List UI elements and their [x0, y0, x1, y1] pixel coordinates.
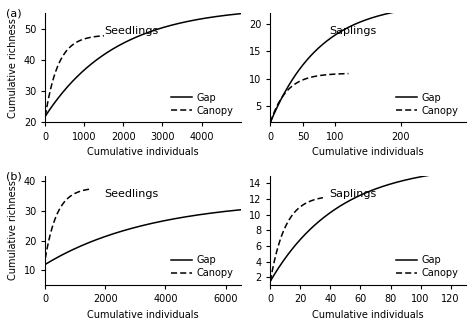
Canopy — [78, 38, 84, 42]
Gap — [55, 256, 60, 259]
Legend: Gap, Canopy: Gap, Canopy — [394, 91, 461, 118]
Gap — [167, 218, 173, 222]
Gap — [436, 172, 441, 176]
Gap — [392, 181, 398, 185]
Gap — [381, 12, 387, 16]
Gap — [43, 114, 48, 118]
Text: (a): (a) — [6, 9, 22, 19]
Canopy — [272, 108, 278, 112]
Gap — [218, 14, 223, 18]
Text: Saplings: Saplings — [329, 26, 376, 36]
Canopy — [71, 192, 77, 196]
Canopy — [327, 72, 332, 76]
Text: Saplings: Saplings — [329, 189, 376, 199]
Canopy — [80, 37, 85, 41]
Gap — [381, 184, 387, 188]
Text: Seedlings: Seedlings — [104, 26, 158, 36]
Canopy — [346, 72, 351, 75]
Canopy — [77, 190, 82, 194]
Gap — [166, 24, 172, 28]
X-axis label: Cumulative individuals: Cumulative individuals — [87, 310, 199, 320]
Gap — [191, 214, 196, 217]
Canopy — [101, 34, 107, 38]
Canopy — [43, 114, 48, 118]
Text: (b): (b) — [6, 171, 22, 181]
Gap — [436, 4, 441, 8]
Line: Canopy: Canopy — [270, 73, 348, 122]
Gap — [280, 95, 285, 99]
Gap — [197, 17, 202, 21]
Canopy — [45, 242, 51, 246]
Canopy — [76, 39, 82, 43]
Line: Canopy: Canopy — [270, 198, 323, 281]
Legend: Gap, Canopy: Gap, Canopy — [169, 254, 236, 280]
Gap — [210, 211, 216, 215]
Canopy — [307, 199, 313, 203]
Gap — [416, 6, 421, 10]
Canopy — [320, 196, 326, 200]
Canopy — [88, 187, 93, 191]
Canopy — [70, 193, 75, 197]
X-axis label: Cumulative individuals: Cumulative individuals — [87, 147, 199, 157]
Legend: Gap, Canopy: Gap, Canopy — [394, 254, 461, 280]
Canopy — [335, 72, 340, 76]
Line: Gap: Gap — [270, 4, 465, 122]
Canopy — [298, 204, 304, 208]
Canopy — [301, 202, 307, 206]
Canopy — [93, 34, 99, 38]
X-axis label: Cumulative individuals: Cumulative individuals — [312, 147, 424, 157]
Gap — [386, 182, 392, 186]
Gap — [160, 26, 166, 30]
Gap — [280, 260, 285, 264]
Canopy — [81, 188, 87, 192]
Gap — [386, 11, 392, 15]
Line: Gap: Gap — [270, 171, 465, 281]
Canopy — [315, 74, 320, 78]
Line: Canopy: Canopy — [46, 189, 91, 258]
Line: Canopy: Canopy — [46, 36, 104, 116]
Gap — [161, 219, 167, 223]
Canopy — [43, 256, 48, 260]
Canopy — [313, 74, 319, 78]
Gap — [172, 22, 178, 26]
Canopy — [300, 203, 305, 207]
Gap — [392, 10, 398, 14]
Gap — [156, 220, 162, 224]
Gap — [463, 2, 468, 6]
Line: Gap: Gap — [46, 13, 248, 116]
Gap — [416, 175, 421, 179]
Canopy — [317, 73, 323, 77]
Legend: Gap, Canopy: Gap, Canopy — [169, 91, 236, 118]
Canopy — [46, 94, 52, 98]
Canopy — [267, 120, 273, 124]
Canopy — [313, 197, 319, 201]
Text: Seedlings: Seedlings — [104, 189, 158, 199]
Gap — [55, 97, 61, 101]
Gap — [267, 279, 273, 283]
X-axis label: Cumulative individuals: Cumulative individuals — [312, 310, 424, 320]
Y-axis label: Cumulative richness: Cumulative richness — [9, 180, 18, 280]
Gap — [43, 262, 48, 266]
Canopy — [87, 35, 92, 39]
Canopy — [69, 194, 74, 197]
Gap — [463, 169, 468, 173]
Canopy — [267, 279, 273, 283]
Canopy — [271, 263, 276, 267]
Gap — [267, 120, 273, 124]
Line: Gap: Gap — [46, 210, 241, 264]
Gap — [246, 11, 251, 15]
Y-axis label: Cumulative richness: Cumulative richness — [9, 18, 18, 118]
Gap — [238, 208, 244, 212]
